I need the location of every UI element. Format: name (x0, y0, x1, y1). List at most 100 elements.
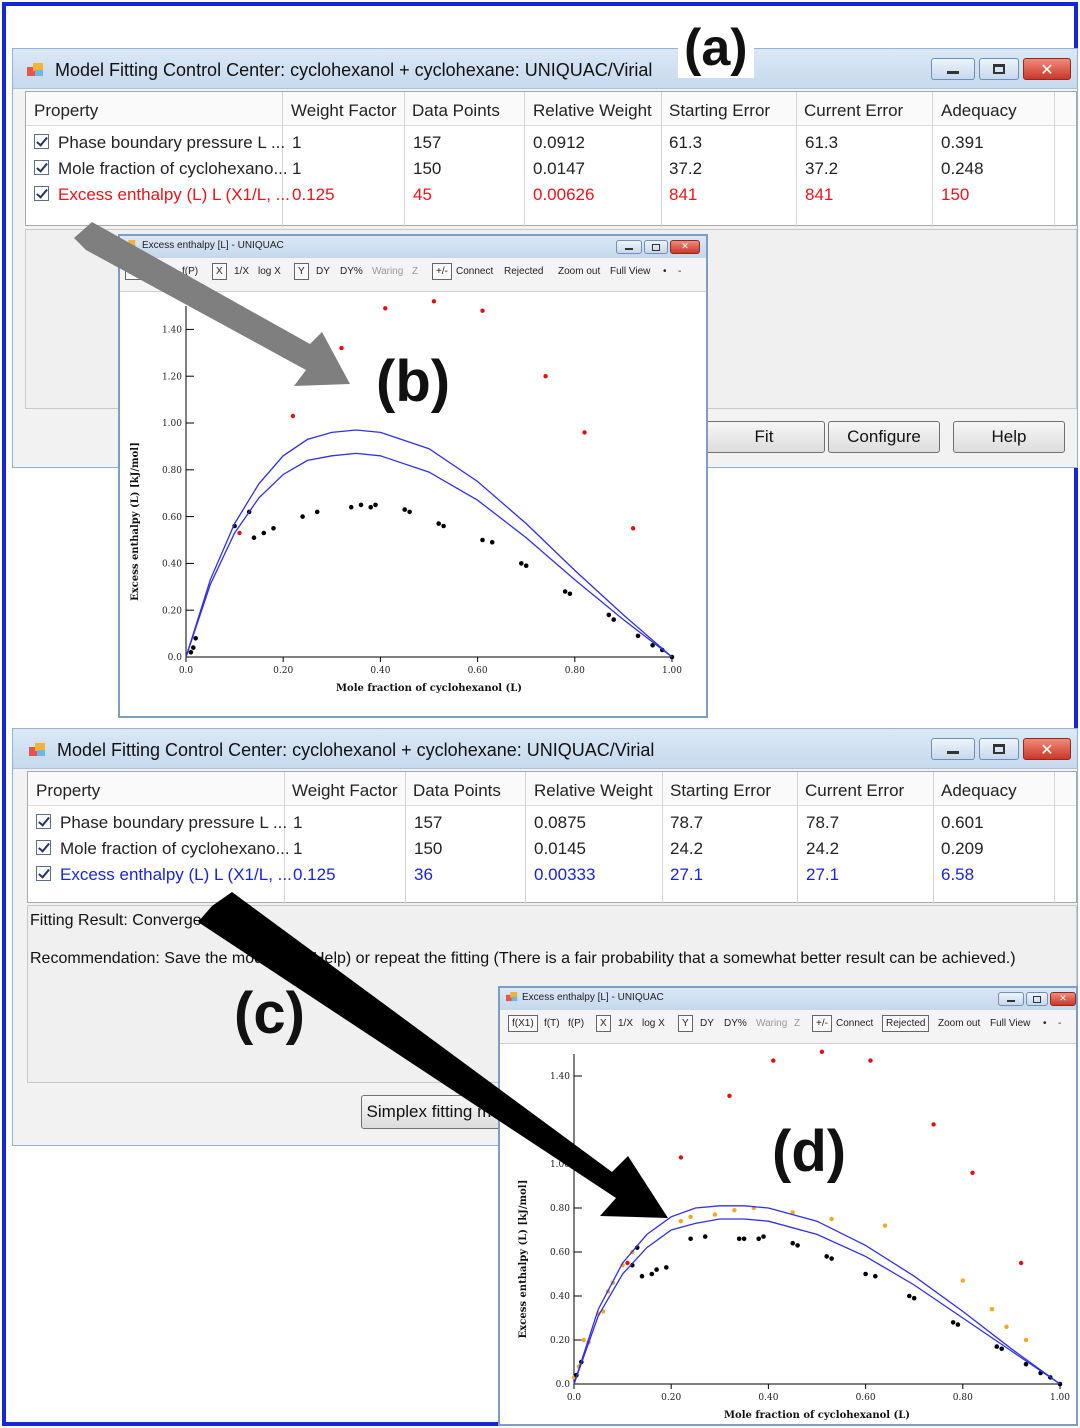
toolbar-rejected[interactable]: Rejected (504, 266, 544, 277)
close-button[interactable]: ✕ (670, 240, 700, 254)
maximize-button[interactable] (979, 738, 1019, 760)
toolbar-fx1[interactable]: f(X1) (508, 1015, 538, 1032)
toolbar-dot[interactable]: • (663, 266, 667, 277)
toolbar-waring[interactable]: Waring (756, 1018, 788, 1029)
maximize-button[interactable] (644, 240, 668, 254)
column-header-current-error[interactable]: Current Error (804, 101, 904, 120)
toolbar-logx[interactable]: log X (258, 266, 281, 277)
toolbar-waring[interactable]: Waring (372, 266, 404, 277)
toolbar-dot[interactable]: • (1043, 1018, 1047, 1029)
toolbar-y[interactable]: Y (678, 1015, 693, 1032)
table-row[interactable]: Phase boundary pressure L ... 1 157 0.08… (28, 810, 1076, 836)
maximize-button[interactable] (979, 58, 1019, 80)
toolbar-dash[interactable]: - (678, 266, 682, 277)
column-header-data-points[interactable]: Data Points (413, 781, 501, 800)
y-tick-label: 0.60 (550, 1248, 570, 1258)
minimize-button[interactable] (931, 58, 975, 80)
close-button[interactable]: ✕ (1050, 992, 1076, 1006)
row-checkbox[interactable] (34, 160, 49, 175)
point-accepted (193, 636, 198, 641)
toolbar-dy[interactable]: DY (316, 266, 330, 277)
row-checkbox[interactable] (36, 840, 51, 855)
column-header-weight-factor[interactable]: Weight Factor (292, 781, 398, 800)
column-header-adequacy[interactable]: Adequacy (941, 781, 1017, 800)
x-tick-label: 0.80 (565, 666, 585, 676)
plot-b-titlebar[interactable]: Excess enthalpy [L] - UNIQUAC ✕ (120, 236, 706, 258)
table-row[interactable]: Mole fraction of cyclohexano... 1 150 0.… (26, 156, 1076, 182)
toolbar-1x[interactable]: 1/X (234, 266, 250, 277)
top-properties-table: Property Weight Factor Data Points Relat… (25, 91, 1077, 227)
toolbar-zoom-out[interactable]: Zoom out (558, 266, 601, 277)
app-icon (29, 743, 47, 757)
y-tick-label: 0.60 (162, 513, 182, 523)
toolbar-dy-percent[interactable]: DY% (340, 266, 363, 277)
simplex-fitting-button[interactable]: Simplex fitting met (361, 1095, 511, 1129)
row-current-error: 841 (805, 185, 834, 204)
toolbar-dy-percent[interactable]: DY% (724, 1018, 747, 1029)
toolbar-connect[interactable]: Connect (836, 1018, 874, 1029)
minimize-icon (947, 750, 959, 754)
row-weight: 0.125 (292, 185, 335, 204)
toolbar-connect[interactable]: Connect (456, 266, 494, 277)
toolbar-x[interactable]: X (212, 263, 227, 280)
column-header-current-error[interactable]: Current Error (805, 781, 905, 800)
toolbar-full-view[interactable]: Full View (610, 266, 651, 277)
row-property: Mole fraction of cyclohexano... (60, 839, 290, 858)
row-checkbox[interactable] (34, 134, 49, 149)
column-header-relative-weight[interactable]: Relative Weight (534, 781, 653, 800)
plot-d-titlebar[interactable]: Excess enthalpy [L] - UNIQUAC ✕ (500, 988, 1076, 1010)
toolbar-z[interactable]: Z (412, 266, 419, 277)
toolbar-y[interactable]: Y (294, 263, 309, 280)
y-tick-label: 0.0 (168, 653, 183, 663)
column-header-starting-error[interactable]: Starting Error (669, 101, 771, 120)
point-rejected (237, 530, 242, 536)
toolbar-ft[interactable]: f(T) (544, 1018, 560, 1029)
minimize-button[interactable] (998, 992, 1024, 1006)
table-row[interactable]: Mole fraction of cyclohexano... 1 150 0.… (28, 836, 1076, 862)
point-accepted (863, 1271, 868, 1277)
close-button[interactable]: ✕ (1023, 738, 1071, 760)
toolbar-zoom-out[interactable]: Zoom out (938, 1018, 981, 1029)
toolbar-z[interactable]: Z (794, 1018, 801, 1029)
configure-button[interactable]: Configure (828, 421, 940, 453)
column-header-weight-factor[interactable]: Weight Factor (291, 101, 397, 120)
top-window-titlebar[interactable]: Model Fitting Control Center: cyclohexan… (13, 49, 1077, 89)
column-header-property[interactable]: Property (34, 101, 99, 120)
column-header-property[interactable]: Property (36, 781, 101, 800)
toolbar-fp[interactable]: f(P) (182, 266, 199, 277)
toolbar-fp[interactable]: f(P) (568, 1018, 585, 1029)
toolbar-rejected[interactable]: Rejected (882, 1015, 930, 1032)
row-checkbox[interactable] (36, 866, 51, 881)
minimize-button[interactable] (616, 240, 642, 254)
toolbar-dy[interactable]: DY (700, 1018, 714, 1029)
close-button[interactable]: ✕ (1023, 58, 1071, 80)
table-row-highlighted[interactable]: Excess enthalpy (L) L (X1/L, ... 0.125 3… (28, 862, 1076, 888)
column-header-adequacy[interactable]: Adequacy (941, 101, 1017, 120)
minimize-button[interactable] (931, 738, 975, 760)
column-header-data-points[interactable]: Data Points (412, 101, 500, 120)
fit-button[interactable]: Fit (703, 421, 825, 453)
toolbar-dash[interactable]: - (1058, 1018, 1062, 1029)
toolbar-fx1[interactable]: f(X1) (125, 263, 155, 280)
table-row-highlighted[interactable]: Excess enthalpy (L) L (X1/L, ... 0.125 4… (26, 182, 1076, 208)
row-checkbox[interactable] (34, 186, 49, 201)
point-accepted (664, 1265, 669, 1270)
column-header-relative-weight[interactable]: Relative Weight (533, 101, 652, 120)
y-tick-label: 0.80 (162, 466, 182, 476)
table-row[interactable]: Phase boundary pressure L ... 1 157 0.09… (26, 130, 1076, 156)
toolbar-x[interactable]: X (596, 1015, 611, 1032)
column-header-starting-error[interactable]: Starting Error (670, 781, 772, 800)
help-button[interactable]: Help (953, 421, 1065, 453)
x-axis-label: Mole fraction of cyclohexanol (L) (336, 683, 522, 694)
point-accepted (567, 591, 573, 597)
recommendation-text-right: Help) or repeat the fitting (There is a … (313, 950, 1016, 967)
toolbar-plusminus[interactable]: +/- (432, 263, 452, 280)
toolbar-logx[interactable]: log X (642, 1018, 665, 1029)
row-weight: 1 (293, 839, 303, 858)
row-checkbox[interactable] (36, 814, 51, 829)
maximize-button[interactable] (1026, 992, 1048, 1006)
toolbar-full-view[interactable]: Full View (990, 1018, 1031, 1029)
toolbar-1x[interactable]: 1/X (618, 1018, 634, 1029)
toolbar-plusminus[interactable]: +/- (812, 1015, 832, 1032)
bottom-window-titlebar[interactable]: Model Fitting Control Center: cyclohexan… (13, 729, 1077, 769)
